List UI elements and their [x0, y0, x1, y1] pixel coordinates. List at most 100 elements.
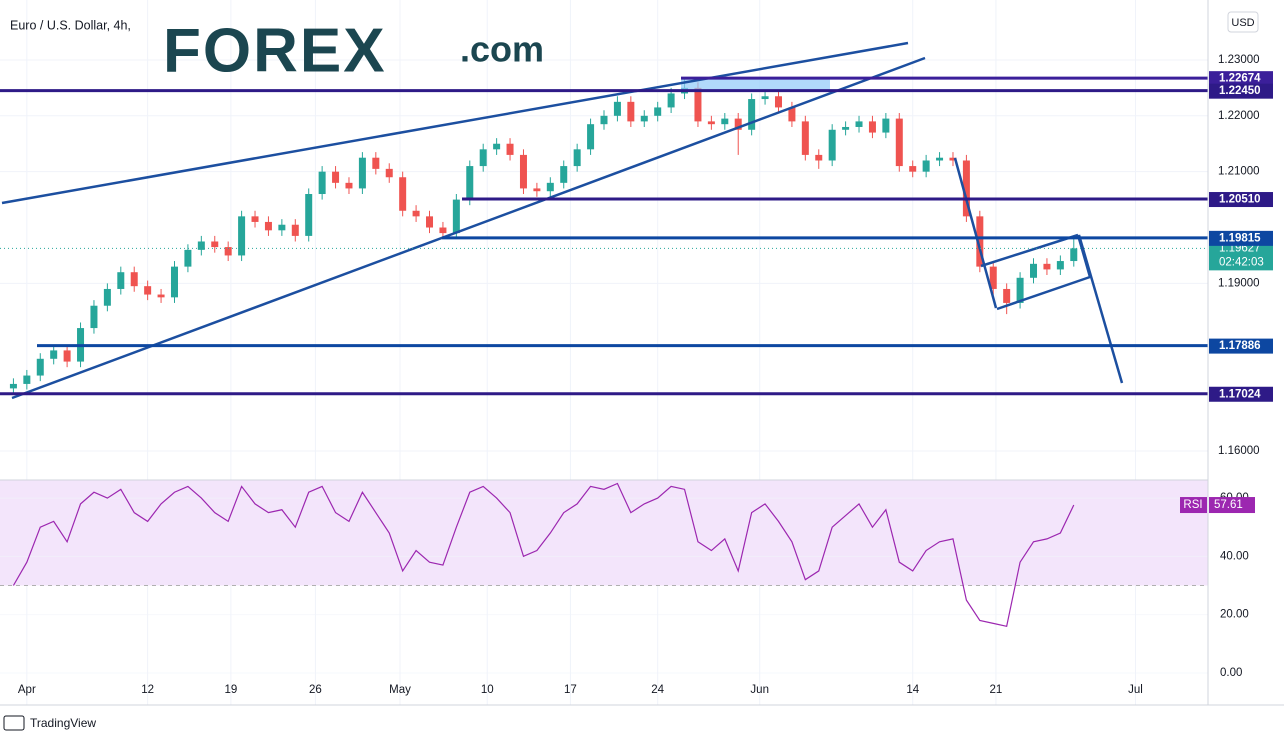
x-tick-label: Apr	[18, 684, 36, 696]
projection-line	[1077, 234, 1124, 384]
candle-body	[117, 272, 125, 289]
level-label: 1.17886	[1219, 340, 1261, 352]
candle-body	[627, 101, 635, 122]
candle-body	[774, 96, 782, 108]
logo-suffix: .com	[460, 29, 544, 70]
x-tick-label: Jun	[750, 684, 769, 696]
candle-body	[694, 87, 702, 122]
candle-body	[345, 182, 353, 189]
levels: 1.1962702:42:031.226741.224501.205101.19…	[0, 71, 1273, 402]
level-box	[1209, 192, 1273, 208]
y-tick-label: 1.16000	[1218, 445, 1260, 457]
candle-body	[922, 160, 930, 172]
candle-body	[882, 118, 890, 133]
candle-body	[801, 121, 809, 155]
candle-body	[721, 118, 729, 125]
highlight-box	[681, 78, 830, 92]
candle-body	[519, 154, 527, 189]
candle-body	[989, 266, 997, 289]
candle-body	[976, 216, 984, 267]
candle-body	[439, 227, 447, 234]
x-tick-label: 26	[309, 684, 322, 696]
y-tick-label: 1.22000	[1218, 110, 1260, 122]
candle-body	[372, 157, 380, 169]
candle-body	[842, 126, 850, 130]
candle-body	[479, 149, 487, 167]
y-tick-label: 1.19000	[1218, 277, 1260, 289]
x-tick-label: 17	[564, 684, 577, 696]
candle-body	[264, 221, 272, 231]
candle-body	[305, 194, 313, 236]
x-tick-label: May	[389, 684, 411, 696]
x-tick-label: 14	[906, 684, 919, 696]
candle-body	[332, 171, 340, 183]
candle-body	[560, 166, 568, 183]
candle-body	[613, 101, 621, 116]
logo: FOREX	[163, 16, 387, 85]
currency: USD	[1231, 17, 1254, 29]
rsi-name-box	[1180, 497, 1207, 514]
candle-body	[533, 188, 541, 192]
candle-body	[170, 266, 178, 298]
candle-body	[949, 157, 957, 161]
candle-body	[184, 249, 192, 267]
drawings	[1, 41, 1124, 400]
flag-line	[996, 275, 1091, 311]
candle-body	[399, 177, 407, 211]
candle-body	[667, 93, 675, 108]
y2-tick-label: 20.00	[1220, 609, 1249, 621]
candle-body	[318, 171, 326, 195]
candle-body	[358, 157, 366, 189]
candle-body	[426, 216, 434, 228]
candle-body	[761, 96, 769, 100]
candle-body	[493, 143, 501, 150]
watermark: TradingView	[30, 716, 96, 730]
candle-body	[748, 99, 756, 130]
countdown: 02:42:03	[1219, 256, 1264, 268]
candle-body	[815, 154, 823, 161]
candle-body	[573, 149, 581, 167]
tv-icon	[3, 715, 25, 731]
candle-body	[546, 182, 554, 192]
candle-body	[1056, 261, 1064, 270]
level-label: 1.22450	[1219, 85, 1261, 97]
candle-body	[962, 160, 970, 217]
candle-body	[9, 383, 17, 389]
candle-body	[640, 115, 648, 122]
candle-body	[385, 168, 393, 178]
candle-body	[1043, 263, 1051, 270]
candle-body	[238, 216, 246, 256]
level-label: 1.20510	[1219, 194, 1261, 206]
level-label: 1.19815	[1219, 232, 1261, 244]
rsi-band	[0, 480, 1208, 586]
candle-body	[1016, 277, 1024, 303]
candle-body	[1030, 263, 1038, 278]
axis: Apr 12 19 26 May 10 17 24 Jun 14 21 Jul 1.16000 1.190…	[18, 54, 1260, 696]
rsi-value-box	[1209, 497, 1255, 514]
level-box	[1209, 71, 1273, 87]
candle-body	[197, 241, 205, 250]
y2-tick-label: 0.00	[1220, 667, 1242, 679]
candle-body	[788, 107, 796, 122]
y-tick-label: 1.23000	[1218, 54, 1260, 66]
candle-body	[50, 350, 58, 359]
rsi-pane	[0, 480, 1208, 674]
candle-body	[734, 118, 742, 130]
x-tick-label: 24	[651, 684, 664, 696]
flag-line	[980, 233, 1079, 268]
candle-body	[654, 107, 662, 116]
rsi-name: RSI	[1183, 499, 1202, 511]
level-label: 1.22674	[1219, 73, 1261, 85]
x-tick-label: 21	[990, 684, 1003, 696]
candle-body	[103, 288, 111, 306]
candle-body	[1003, 288, 1011, 303]
candle-body	[278, 224, 286, 231]
trend-line	[1, 41, 909, 205]
candle-body	[412, 210, 420, 217]
rsi-line	[12, 482, 1075, 628]
candle-body	[63, 350, 71, 362]
currency-box	[1227, 11, 1259, 33]
candle-body	[936, 157, 944, 161]
